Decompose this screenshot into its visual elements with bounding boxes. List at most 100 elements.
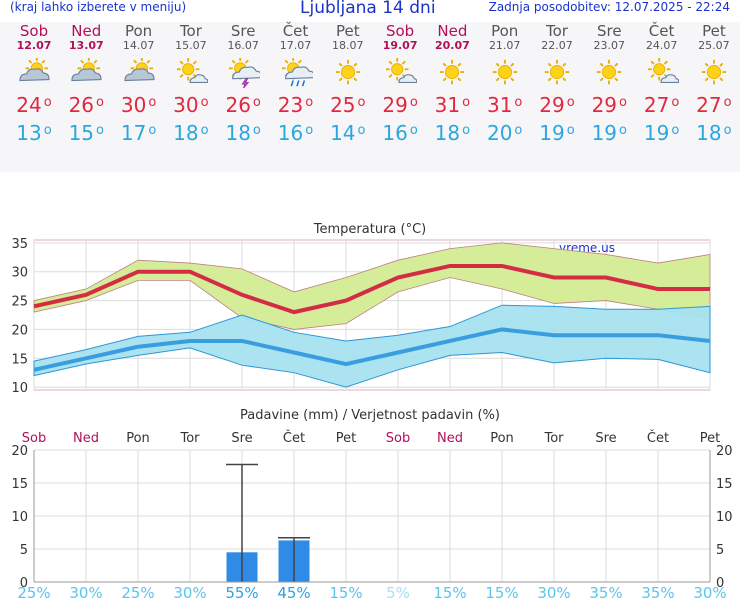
day-forecast: Tor 22.07 29 o 19 o <box>531 22 583 144</box>
min-temp: 20 o <box>486 121 523 145</box>
max-temp: 31 o <box>486 93 523 117</box>
sunny-icon <box>440 59 465 85</box>
sunny-icon <box>492 59 517 85</box>
day-name: Sob <box>385 22 415 40</box>
precipitation-day-label: Pet <box>700 431 720 446</box>
day-date: 18.07 <box>332 39 364 52</box>
temperature-y-tick: 20 <box>11 323 28 338</box>
day-name: Tor <box>546 22 568 40</box>
precipitation-y-tick-right: 20 <box>716 444 733 459</box>
day-date: 17.07 <box>279 39 312 52</box>
max-temp: 29 o <box>382 93 418 117</box>
precipitation-probability: 25% <box>121 584 154 600</box>
mostly-sunny-icon <box>647 58 679 83</box>
day-date: 25.07 <box>698 39 730 52</box>
day-name: Ned <box>71 22 102 40</box>
min-temp: 19 o <box>591 121 627 145</box>
precipitation-day-label: Ned <box>437 431 463 446</box>
precipitation-y-tick-left: 15 <box>11 477 28 492</box>
mostly-sunny-icon <box>386 58 418 83</box>
precipitation-probability: 55% <box>225 584 258 600</box>
precipitation-probability: 25% <box>17 584 50 600</box>
day-name: Ned <box>437 22 468 40</box>
temperature-y-tick: 35 <box>11 237 28 252</box>
day-forecast: Pon 21.07 31 o 20 o <box>479 22 531 144</box>
min-temp: 19 o <box>643 121 680 145</box>
max-temp: 26 o <box>68 93 104 117</box>
min-temp: 18 o <box>696 121 732 145</box>
max-temp: 23 o <box>277 93 314 117</box>
precipitation-y-tick-right: 5 <box>716 543 724 558</box>
temperature-y-tick: 25 <box>11 295 28 310</box>
max-temp: 30 o <box>173 93 209 117</box>
temperature-y-tick: 15 <box>11 352 28 367</box>
partly-cloudy-icon <box>71 58 102 82</box>
day-name: Tor <box>179 22 202 40</box>
day-date: 20.07 <box>434 39 470 52</box>
day-date: 15.07 <box>175 39 207 52</box>
precipitation-day-label: Sob <box>386 431 410 446</box>
max-temp: 27 o <box>696 93 732 117</box>
min-temp: 17 o <box>120 121 157 145</box>
precipitation-y-tick-right: 10 <box>716 510 733 525</box>
day-forecast: Sre 16.07 26 o 18 o <box>217 22 269 144</box>
precipitation-probability: 35% <box>589 584 622 600</box>
day-date: 12.07 <box>16 39 52 52</box>
precipitation-y-tick-left: 0 <box>20 576 28 591</box>
day-forecast: Sre 23.07 29 o 19 o <box>583 22 635 144</box>
min-temp: 19 o <box>539 121 575 145</box>
day-date: 21.07 <box>488 39 521 52</box>
day-forecast: Pet 18.07 25 o 14 o <box>322 22 374 144</box>
day-name: Sob <box>19 22 49 40</box>
day-date: 14.07 <box>122 39 155 52</box>
day-name: Pon <box>491 22 519 40</box>
precipitation-probability: 5% <box>386 584 410 600</box>
precipitation-day-label: Tor <box>543 431 564 446</box>
precipitation-y-tick-left: 20 <box>11 444 28 459</box>
day-forecast: Čet 17.07 23 o 16 o <box>270 22 322 144</box>
day-forecast: Sob 19.07 29 o 16 o <box>374 22 426 144</box>
min-temp: 16 o <box>382 121 418 145</box>
day-date: 16.07 <box>227 39 259 52</box>
page-title: Ljubljana 14 dni <box>300 0 436 18</box>
min-temp: 18 o <box>225 121 261 145</box>
day-date: 23.07 <box>593 39 626 52</box>
sunny-icon <box>597 59 622 85</box>
precipitation-probability: 30% <box>693 584 726 600</box>
day-name: Čet <box>282 22 309 40</box>
partly-cloudy-icon <box>19 58 50 82</box>
day-date: 22.07 <box>541 39 573 52</box>
precipitation-day-label: Pet <box>336 431 356 446</box>
precipitation-day-label: Sre <box>595 431 616 446</box>
min-temp: 15 o <box>68 121 104 145</box>
day-forecast: Sob 12.07 24 o 13 o <box>8 22 60 144</box>
temperature-y-tick: 10 <box>11 381 28 396</box>
day-forecast: Ned 20.07 31 o 18 o <box>426 22 478 144</box>
precipitation-day-label: Čet <box>647 430 669 446</box>
sunny-icon <box>544 59 570 85</box>
min-temp-range-band <box>33 304 711 388</box>
precipitation-probability: 30% <box>537 584 570 600</box>
precipitation-probability: 30% <box>173 584 206 600</box>
daily-forecast-strip: Sob 12.07 24 o 13 o Ned 13.07 26 o 15 o Pon 14.07 30 o 1… <box>0 22 740 172</box>
max-temp: 26 o <box>225 93 261 117</box>
day-forecast: Pet 25.07 27 o 18 o <box>688 22 740 144</box>
precipitation-day-label: Sob <box>22 431 46 446</box>
min-temp: 16 o <box>277 121 314 145</box>
temperature-y-tick: 30 <box>11 266 28 281</box>
precipitation-probability: 35% <box>641 584 674 600</box>
day-date: 24.07 <box>645 39 678 52</box>
precipitation-probability: 15% <box>329 584 362 600</box>
sunny-icon <box>335 59 360 85</box>
precipitation-y-tick-left: 10 <box>11 510 28 525</box>
thunderstorm-icon <box>229 58 261 88</box>
precipitation-y-tick-left: 5 <box>20 543 28 558</box>
min-temp: 13 o <box>16 121 52 145</box>
max-temp: 29 o <box>539 93 575 117</box>
max-temp: 25 o <box>330 93 366 117</box>
precipitation-day-label: Pon <box>490 431 514 446</box>
min-temp: 14 o <box>330 121 366 145</box>
precipitation-y-tick-right: 0 <box>716 576 724 591</box>
precipitation-probability: 15% <box>433 584 466 600</box>
